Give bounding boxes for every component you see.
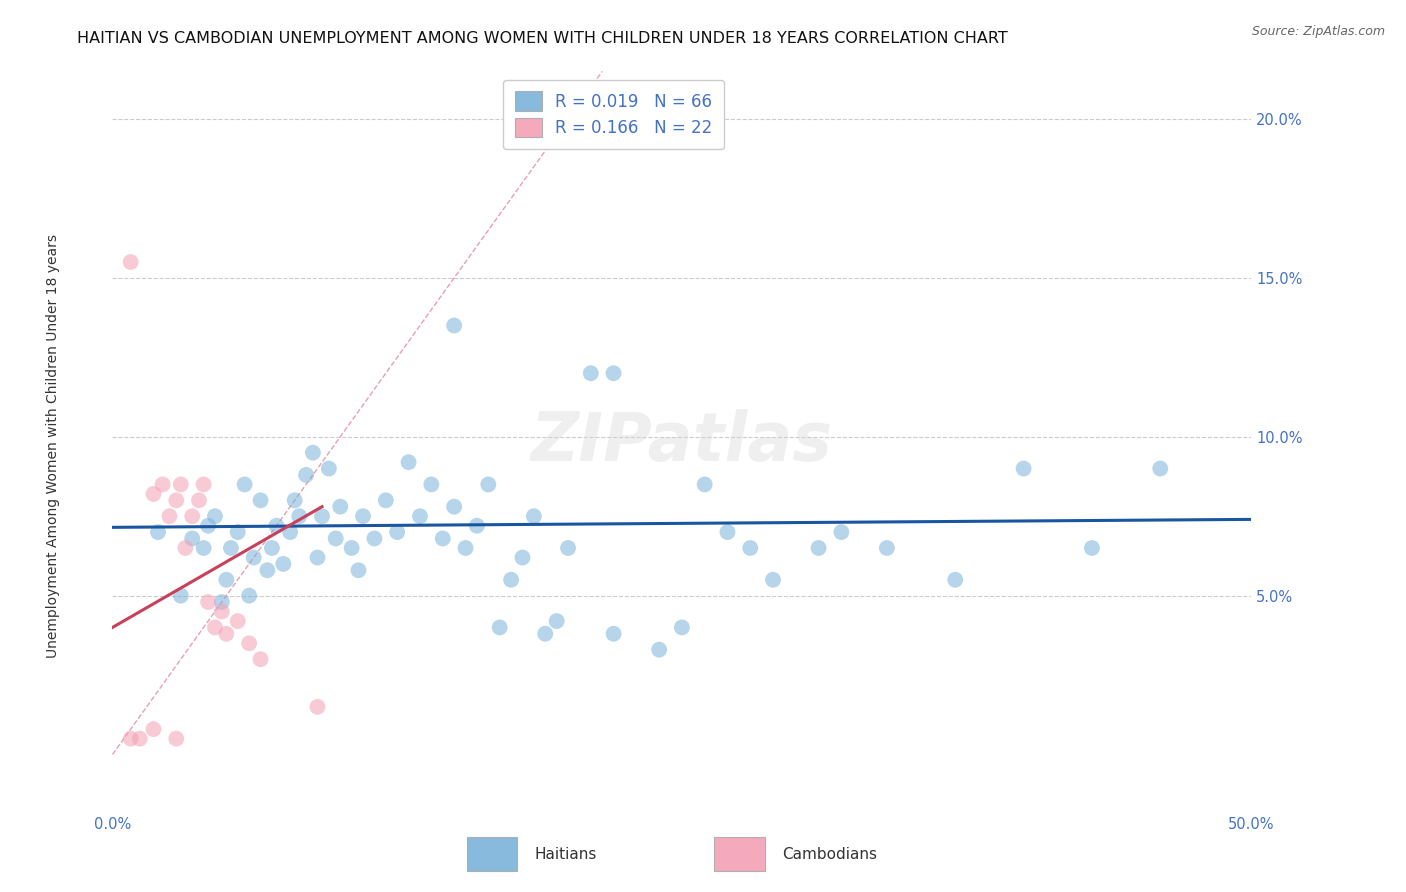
Point [671, 620, 693, 634]
Point [1149, 461, 1171, 475]
Point [142, 487, 165, 501]
Point [146, 525, 169, 540]
Point [215, 627, 238, 641]
Point [307, 550, 329, 565]
Point [546, 614, 568, 628]
Point [352, 509, 374, 524]
Legend: R = 0.019   N = 66, R = 0.166   N = 22: R = 0.019 N = 66, R = 0.166 N = 22 [503, 79, 724, 149]
Point [454, 541, 477, 555]
Text: ZIPatlas: ZIPatlas [531, 409, 832, 475]
Point [188, 493, 211, 508]
Point [762, 573, 785, 587]
Text: Source: ZipAtlas.com: Source: ZipAtlas.com [1251, 25, 1385, 38]
Point [398, 455, 420, 469]
Point [432, 532, 454, 546]
Point [602, 627, 624, 641]
Point [174, 541, 197, 555]
Point [347, 563, 370, 577]
Point [181, 532, 204, 546]
Point [1081, 541, 1104, 555]
Point [325, 532, 347, 546]
Point [204, 620, 226, 634]
Point [249, 493, 271, 508]
Point [648, 642, 671, 657]
FancyBboxPatch shape [714, 837, 765, 871]
Point [374, 493, 396, 508]
Point [579, 366, 602, 380]
Point [830, 525, 852, 540]
Point [876, 541, 898, 555]
Point [420, 477, 443, 491]
Point [943, 573, 966, 587]
Point [197, 518, 219, 533]
Point [288, 509, 311, 524]
Point [271, 557, 295, 571]
Point [311, 509, 333, 524]
Point [197, 595, 219, 609]
Point [363, 532, 385, 546]
Point [193, 477, 215, 491]
Point [226, 525, 249, 540]
Point [204, 509, 226, 524]
Point [226, 614, 249, 628]
Point [215, 573, 238, 587]
Point [1012, 461, 1035, 475]
Point [219, 541, 242, 555]
Point [329, 500, 352, 514]
Point [340, 541, 363, 555]
Point [120, 255, 142, 269]
Point [807, 541, 830, 555]
Point [302, 445, 325, 459]
Point [211, 605, 233, 619]
Point [557, 541, 579, 555]
Point [159, 509, 180, 524]
FancyBboxPatch shape [467, 837, 517, 871]
Point [740, 541, 762, 555]
Point [193, 541, 215, 555]
Point [488, 620, 510, 634]
Point [152, 477, 174, 491]
Point [165, 731, 187, 746]
Point [142, 722, 165, 736]
Text: Unemployment Among Women with Children Under 18 years: Unemployment Among Women with Children U… [46, 234, 60, 658]
Point [233, 477, 256, 491]
Point [443, 500, 465, 514]
Text: HAITIAN VS CAMBODIAN UNEMPLOYMENT AMONG WOMEN WITH CHILDREN UNDER 18 YEARS CORRE: HAITIAN VS CAMBODIAN UNEMPLOYMENT AMONG … [77, 31, 1008, 46]
Point [284, 493, 307, 508]
Point [693, 477, 716, 491]
Text: Cambodians: Cambodians [782, 847, 877, 862]
Point [249, 652, 271, 666]
Text: Haitians: Haitians [534, 847, 596, 862]
Point [295, 467, 318, 482]
Point [278, 525, 301, 540]
Point [465, 518, 488, 533]
Point [170, 589, 193, 603]
Point [307, 699, 329, 714]
Point [602, 366, 624, 380]
Point [266, 518, 288, 533]
Point [128, 731, 150, 746]
Point [443, 318, 465, 333]
Point [534, 627, 557, 641]
Point [238, 589, 260, 603]
Point [318, 461, 340, 475]
Point [260, 541, 283, 555]
Point [477, 477, 499, 491]
Point [409, 509, 432, 524]
Point [120, 731, 142, 746]
Point [211, 595, 233, 609]
Point [165, 493, 187, 508]
Point [385, 525, 409, 540]
Point [501, 573, 523, 587]
Point [238, 636, 260, 650]
Point [242, 550, 264, 565]
Point [716, 525, 738, 540]
Point [512, 550, 534, 565]
Point [181, 509, 204, 524]
Point [256, 563, 278, 577]
Point [523, 509, 546, 524]
Point [170, 477, 193, 491]
